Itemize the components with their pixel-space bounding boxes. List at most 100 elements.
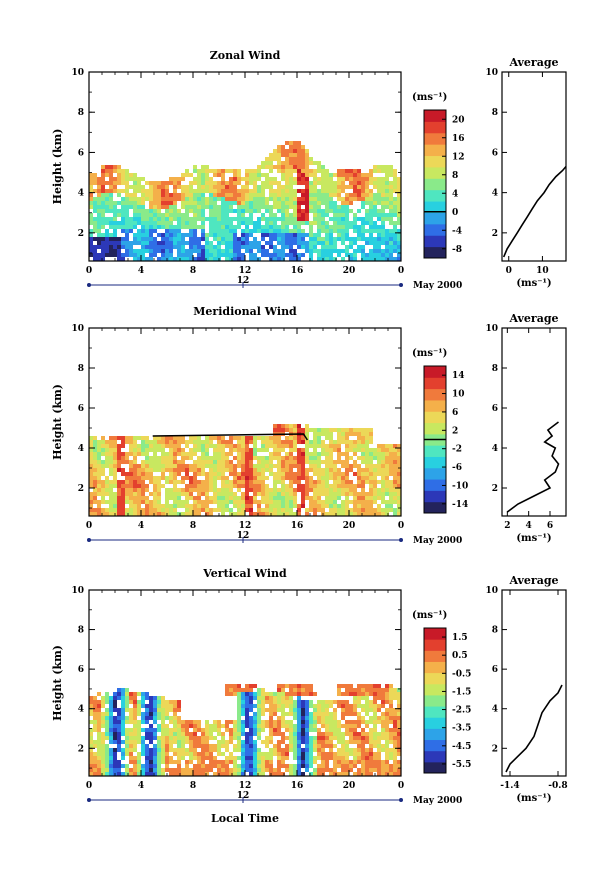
y-tick-label: 8 — [78, 626, 84, 636]
colorbar-tick-label: -0.5 — [452, 669, 471, 679]
x-tick-label: 20 — [343, 781, 356, 791]
colorbar-unit: (ms⁻¹) — [412, 610, 447, 621]
profile-y-tick-label: 10 — [485, 324, 498, 334]
profile-y-tick-label: 4 — [492, 444, 498, 454]
profile-x-tick-label: 0 — [506, 266, 512, 276]
y-tick-label: 4 — [78, 189, 84, 199]
profile-x-tick-label: 6 — [547, 521, 553, 531]
profile-y-tick-label: 2 — [492, 744, 498, 754]
profile-x-tick-label: 4 — [526, 521, 532, 531]
profile-y-tick-label: 6 — [492, 665, 498, 675]
profile-line — [506, 421, 560, 513]
date-label: May 2000 — [413, 281, 462, 291]
x-tick-label: 4 — [138, 781, 144, 791]
date-axis-endpoint — [399, 283, 403, 287]
date-marker-label: 12 — [237, 276, 250, 286]
y-tick-label: 2 — [78, 229, 84, 239]
colorbar-tick-label: -8 — [452, 245, 462, 255]
panel-title: Zonal Wind — [210, 49, 281, 62]
y-tick-label: 10 — [71, 324, 84, 334]
colorbar-tick-label: -2 — [452, 445, 462, 455]
colorbar-tick-label: 10 — [452, 390, 465, 400]
y-tick-label: 10 — [71, 586, 84, 596]
y-tick-label: 2 — [78, 744, 84, 754]
profile-y-tick-label: 8 — [492, 108, 498, 118]
date-marker-label: 12 — [237, 531, 250, 541]
profile-frame — [501, 71, 567, 262]
x-tick-label: 8 — [190, 781, 196, 791]
x-tick-label: 0 — [86, 266, 92, 276]
y-tick-label: 4 — [78, 705, 84, 715]
date-marker-label: 12 — [237, 791, 250, 801]
colorbar-tick-label: -4 — [452, 226, 462, 236]
profile-title: Average — [508, 312, 558, 325]
colorbar-unit: (ms⁻¹) — [412, 348, 447, 359]
x-tick-label: 8 — [190, 266, 196, 276]
colorbar-tick-label: -4.5 — [452, 742, 471, 752]
profile-x-label: (ms⁻¹) — [516, 278, 551, 289]
x-tick-label: 20 — [343, 521, 356, 531]
profile-y-tick-label: 10 — [485, 586, 498, 596]
colorbar-tick-label: -1.5 — [452, 687, 471, 697]
x-tick-label: 0 — [398, 521, 404, 531]
x-tick-label: 0 — [86, 781, 92, 791]
y-tick-label: 10 — [71, 68, 84, 78]
colorbar-tick-label: 0.5 — [452, 651, 468, 661]
x-tick-label: 12 — [239, 781, 252, 791]
colorbar-frame — [423, 109, 447, 259]
colorbar-unit: (ms⁻¹) — [412, 92, 447, 103]
profile-line — [505, 684, 563, 773]
y-tick-label: 4 — [78, 444, 84, 454]
date-axis-endpoint — [87, 538, 91, 542]
profile-y-tick-label: 6 — [492, 148, 498, 158]
profile-x-label: (ms⁻¹) — [516, 793, 551, 804]
y-tick-label: 6 — [78, 404, 84, 414]
profile-y-tick-label: 10 — [485, 68, 498, 78]
panel-title: Meridional Wind — [193, 305, 297, 318]
colorbar-tick-label: 8 — [452, 171, 458, 181]
y-axis-label: Height (km) — [51, 384, 64, 460]
x-axis-label: Local Time — [211, 812, 279, 825]
colorbar-tick-label: -10 — [452, 481, 468, 491]
colorbar-tick-label: 0 — [452, 208, 458, 218]
date-axis-endpoint — [399, 538, 403, 542]
panel-title: Vertical Wind — [202, 567, 287, 580]
y-tick-label: 6 — [78, 665, 84, 675]
profile-line — [502, 165, 567, 258]
heatmap-cells — [89, 141, 401, 261]
colorbar-tick-label: -5.5 — [452, 760, 471, 770]
profile-title: Average — [508, 574, 558, 587]
profile-title: Average — [508, 56, 558, 69]
date-label: May 2000 — [413, 796, 462, 806]
x-tick-label: 0 — [398, 266, 404, 276]
x-tick-label: 8 — [190, 521, 196, 531]
x-tick-label: 20 — [343, 266, 356, 276]
colorbar-tick-label: 6 — [452, 408, 458, 418]
colorbar-tick-label: -3.5 — [452, 724, 471, 734]
colorbar-tick-label: -6 — [452, 463, 462, 473]
profile-frame — [501, 589, 567, 777]
profile-y-tick-label: 2 — [492, 484, 498, 494]
y-tick-label: 8 — [78, 364, 84, 374]
heatmap-cells — [89, 424, 401, 516]
y-tick-label: 2 — [78, 484, 84, 494]
profile-frame — [501, 327, 567, 517]
x-tick-label: 4 — [138, 266, 144, 276]
profile-y-tick-label: 4 — [492, 189, 498, 199]
profile-y-tick-label: 8 — [492, 364, 498, 374]
x-tick-label: 12 — [239, 521, 252, 531]
heatmap-cells — [89, 684, 401, 776]
date-axis-endpoint — [399, 798, 403, 802]
profile-y-tick-label: 2 — [492, 229, 498, 239]
x-tick-label: 12 — [239, 266, 252, 276]
x-tick-label: 16 — [291, 781, 304, 791]
colorbar-tick-label: 4 — [452, 189, 458, 199]
colorbar-tick-label: -14 — [452, 500, 468, 510]
y-tick-label: 8 — [78, 108, 84, 118]
profile-x-label: (ms⁻¹) — [516, 533, 551, 544]
x-tick-label: 0 — [398, 781, 404, 791]
contour-line — [152, 433, 309, 441]
date-axis-endpoint — [87, 283, 91, 287]
profile-x-tick-label: -0.8 — [548, 781, 567, 791]
